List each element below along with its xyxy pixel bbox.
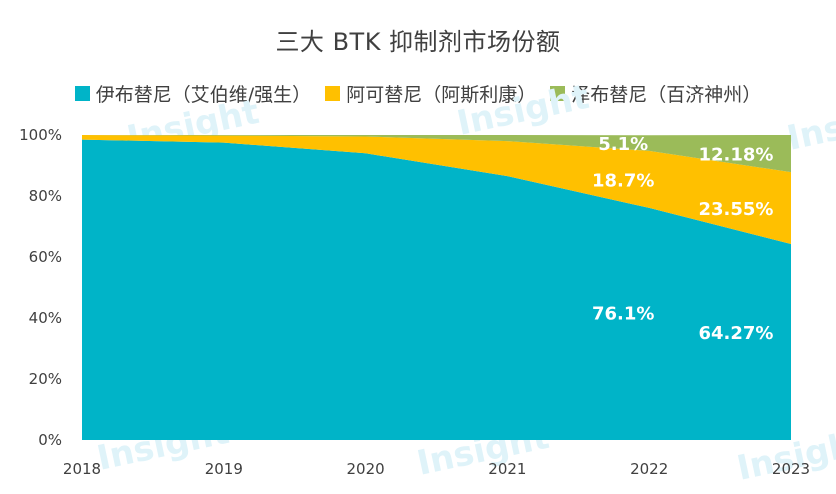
y-tick-label: 80% <box>29 187 62 205</box>
data-label: 76.1% <box>592 303 654 324</box>
data-label: 64.27% <box>699 323 774 344</box>
area-acalabrutinib <box>82 135 791 244</box>
y-tick-label: 40% <box>29 309 62 327</box>
x-tick-label: 2020 <box>347 460 385 478</box>
legend-swatch-acalabrutinib <box>325 86 341 101</box>
y-tick-label: 0% <box>38 431 62 449</box>
y-tick-label: 20% <box>29 370 62 388</box>
legend-swatch-ibrutinib <box>74 86 90 101</box>
watermark-text: Insight <box>454 77 593 144</box>
area-zanubrutinib <box>82 135 791 173</box>
legend-label-acalabrutinib: 阿可替尼（阿斯利康） <box>346 84 537 106</box>
legend-label-zanubrutinib: 泽布替尼（百济神州） <box>571 84 762 106</box>
y-tick-label: 100% <box>19 126 62 144</box>
data-label-layer: 76.1% 64.27% 18.7% 23.55% 5.1% 12.18% <box>592 134 774 344</box>
x-tick-label: 2022 <box>630 460 668 478</box>
area-ibrutinib <box>82 139 791 440</box>
axis-layer: 0% 20% 40% 60% 80% 100% 2018 2019 2020 2021 2022 20… <box>19 126 810 478</box>
chart-legend: 伊布替尼（艾伯维/强生） 阿可替尼（阿斯利康） 泽布替尼（百济神州） <box>0 80 836 107</box>
x-tick-label: 2018 <box>63 460 101 478</box>
data-label: 18.7% <box>592 170 654 191</box>
x-tick-label: 2019 <box>205 460 243 478</box>
legend-item-acalabrutinib: 阿可替尼（阿斯利康） <box>325 80 536 107</box>
x-tick-label: 2021 <box>488 460 526 478</box>
legend-item-zanubrutinib: 泽布替尼（百济神州） <box>550 80 761 107</box>
watermark-text: Insight <box>784 92 836 159</box>
data-label: 23.55% <box>699 199 774 220</box>
chart-title: 三大 BTK 抑制剂市场份额 <box>275 28 561 56</box>
data-label: 12.18% <box>699 145 774 166</box>
legend-label-ibrutinib: 伊布替尼（艾伯维/强生） <box>95 84 312 106</box>
legend-item-ibrutinib: 伊布替尼（艾伯维/强生） <box>74 80 312 107</box>
y-tick-label: 60% <box>29 248 62 266</box>
x-tick-label: 2023 <box>772 460 810 478</box>
data-label: 5.1% <box>598 134 648 155</box>
area-layer <box>82 135 791 440</box>
legend-swatch-zanubrutinib <box>550 86 566 101</box>
